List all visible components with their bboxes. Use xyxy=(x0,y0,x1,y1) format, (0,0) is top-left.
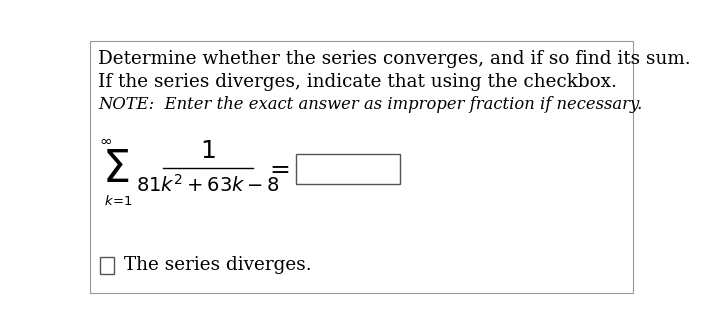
Bar xyxy=(296,154,400,184)
Text: Determine whether the series converges, and if so find its sum.: Determine whether the series converges, … xyxy=(98,50,691,68)
Text: $\infty$: $\infty$ xyxy=(99,132,111,148)
Text: $\Sigma$: $\Sigma$ xyxy=(102,148,129,191)
Bar xyxy=(99,257,114,274)
Text: The series diverges.: The series diverges. xyxy=(123,256,311,274)
Text: $81k^2 + 63k - 8$: $81k^2 + 63k - 8$ xyxy=(136,174,280,196)
Text: $k\!=\!1$: $k\!=\!1$ xyxy=(104,194,133,208)
Text: $1$: $1$ xyxy=(200,139,216,163)
Text: If the series diverges, indicate that using the checkbox.: If the series diverges, indicate that us… xyxy=(98,73,617,91)
Text: NOTE:  Enter the exact answer as improper fraction if necessary.: NOTE: Enter the exact answer as improper… xyxy=(98,96,642,113)
Text: $=$: $=$ xyxy=(266,156,290,180)
